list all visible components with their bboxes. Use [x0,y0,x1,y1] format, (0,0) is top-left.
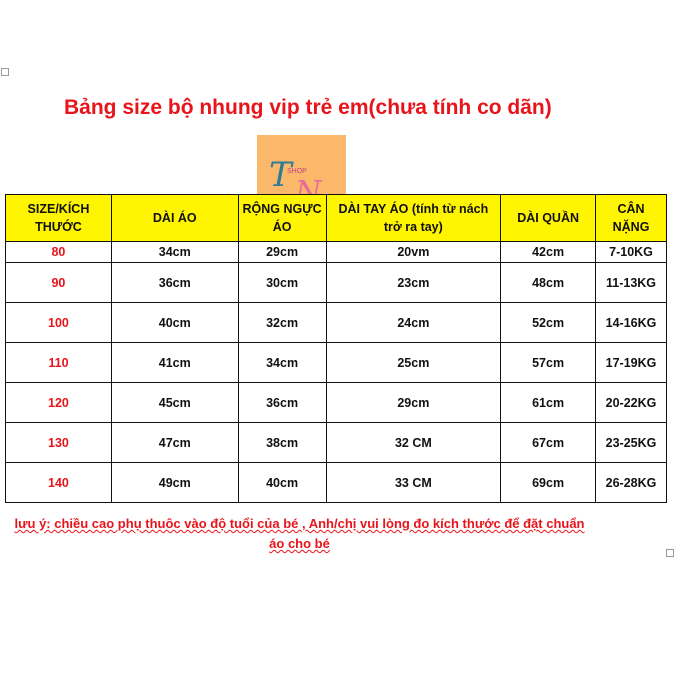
cell-size: 130 [5,422,112,463]
cell-sleeve-length: 20vm [325,241,502,263]
cell-pants-length: 52cm [500,302,597,343]
cell-shirt-length: 41cm [110,342,239,383]
cell-size: 140 [5,462,112,503]
cell-weight: 17-19KG [595,342,667,383]
cell-pants-length: 48cm [500,262,597,303]
cell-chest-width: 29cm [237,241,327,263]
header-sleeve-length: DÀI TAY ÁO (tính từ nách trở ra tay) [325,194,502,242]
cell-shirt-length: 49cm [110,462,239,503]
cell-size: 100 [5,302,112,343]
cell-shirt-length: 40cm [110,302,239,343]
header-size: SIZE/KÍCH THƯỚC [5,194,112,242]
table-row: 80 34cm 29cm 20vm 42cm 7-10KG [5,241,667,263]
table-row: 140 49cm 40cm 33 CM 69cm 26-28KG [5,462,667,503]
note-text: lưu ý: chiều cao phụ thuôc vào độ tuổi c… [14,516,585,551]
cell-size: 120 [5,382,112,423]
cell-chest-width: 36cm [237,382,327,423]
cell-sleeve-length: 23cm [325,262,502,303]
cell-sleeve-length: 32 CM [325,422,502,463]
header-shirt-length: DÀI ÁO [110,194,239,242]
cell-sleeve-length: 33 CM [325,462,502,503]
cell-weight: 26-28KG [595,462,667,503]
table-row: 120 45cm 36cm 29cm 61cm 20-22KG [5,382,667,423]
cell-weight: 14-16KG [595,302,667,343]
cell-pants-length: 42cm [500,241,597,263]
cell-weight: 7-10KG [595,241,667,263]
cell-pants-length: 57cm [500,342,597,383]
anchor-marker [1,68,9,76]
cell-pants-length: 61cm [500,382,597,423]
cell-chest-width: 30cm [237,262,327,303]
table-row: 110 41cm 34cm 25cm 57cm 17-19KG [5,342,667,383]
cell-weight: 23-25KG [595,422,667,463]
cell-shirt-length: 34cm [110,241,239,263]
cell-shirt-length: 36cm [110,262,239,303]
cell-chest-width: 40cm [237,462,327,503]
header-row: SIZE/KÍCH THƯỚC DÀI ÁO RỘNG NGỰC ÁO DÀI … [5,194,667,242]
cell-shirt-length: 45cm [110,382,239,423]
anchor-marker [666,549,674,557]
header-weight: CÂN NẶNG [595,194,667,242]
cell-size: 80 [5,241,112,263]
size-table: SIZE/KÍCH THƯỚC DÀI ÁO RỘNG NGỰC ÁO DÀI … [5,194,667,503]
cell-sleeve-length: 24cm [325,302,502,343]
cell-weight: 11-13KG [595,262,667,303]
header-pants-length: DÀI QUẦN [500,194,597,242]
cell-chest-width: 32cm [237,302,327,343]
cell-pants-length: 67cm [500,422,597,463]
page-title: Bảng size bộ nhung vip trẻ em(chưa tính … [64,96,552,119]
header-chest-width: RỘNG NGỰC ÁO [237,194,327,242]
cell-shirt-length: 47cm [110,422,239,463]
table-row: 130 47cm 38cm 32 CM 67cm 23-25KG [5,422,667,463]
cell-weight: 20-22KG [595,382,667,423]
cell-chest-width: 34cm [237,342,327,383]
table-row: 90 36cm 30cm 23cm 48cm 11-13KG [5,262,667,303]
cell-sleeve-length: 25cm [325,342,502,383]
cell-pants-length: 69cm [500,462,597,503]
cell-size: 90 [5,262,112,303]
table-row: 100 40cm 32cm 24cm 52cm 14-16KG [5,302,667,343]
cell-sleeve-length: 29cm [325,382,502,423]
logo-subtext: SHOP [287,168,307,175]
cell-size: 110 [5,342,112,383]
cell-chest-width: 38cm [237,422,327,463]
